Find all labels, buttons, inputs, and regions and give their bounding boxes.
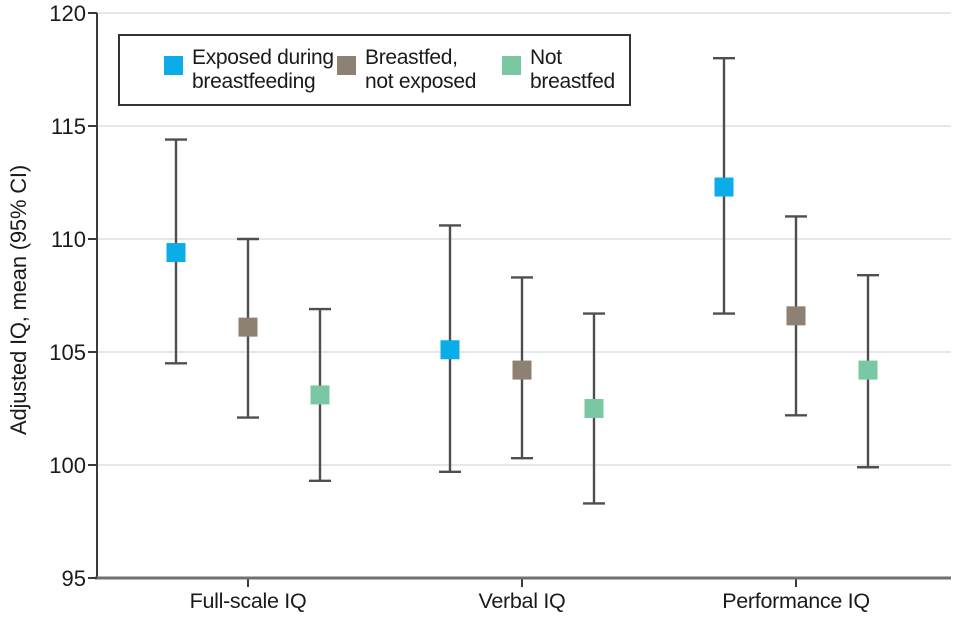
legend-label-line: Not	[530, 46, 562, 69]
y-tick-label: 105	[49, 340, 86, 365]
y-tick-label: 110	[51, 227, 86, 252]
legend-label-line: Breastfed,	[365, 46, 458, 69]
y-axis-title: Adjusted IQ, mean (95% CI)	[6, 165, 31, 435]
data-point-marker	[310, 385, 330, 405]
x-tick-label: Full-scale IQ	[190, 589, 307, 613]
data-point-marker	[440, 340, 460, 360]
legend-swatch-not-breastfed	[502, 56, 521, 75]
legend-swatch-exposed	[164, 56, 183, 75]
legend-label-line: not exposed	[365, 70, 477, 93]
data-point-marker	[238, 317, 258, 337]
x-tick-label: Verbal IQ	[479, 589, 566, 613]
data-point-marker	[166, 243, 186, 263]
legend-label-not-breastfed: Not breastfed	[530, 46, 615, 94]
y-tick-label: 120	[49, 1, 86, 26]
legend-box: Exposed during breastfeeding Breastfed, …	[118, 34, 631, 106]
x-tick-label: Performance IQ	[722, 589, 870, 613]
legend-label-line: breastfed	[530, 70, 615, 93]
data-point-marker	[858, 360, 878, 380]
legend-swatch-breastfed-not-exposed	[337, 56, 356, 75]
legend-label-exposed: Exposed during breastfeeding	[192, 46, 334, 94]
data-point-marker	[786, 306, 806, 326]
y-tick-label: 95	[62, 566, 86, 591]
legend-label-line: Exposed during	[192, 46, 334, 69]
data-point-marker	[512, 360, 532, 380]
legend-label-breastfed-not-exposed: Breastfed, not exposed	[365, 46, 476, 94]
y-tick-label: 115	[51, 114, 86, 139]
legend-label-line: breastfeeding	[192, 70, 316, 93]
data-point-marker	[584, 399, 604, 418]
y-tick-label: 100	[49, 453, 86, 478]
data-point-marker	[714, 177, 734, 197]
